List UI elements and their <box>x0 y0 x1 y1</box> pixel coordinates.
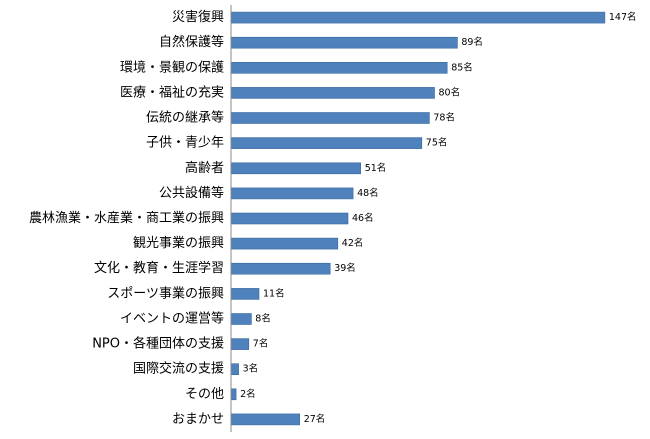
category-label: 環境・景観の保護 <box>120 59 224 75</box>
category-labels-group: 災害復興自然保護等環境・景観の保護医療・福祉の充実伝統の継承等子供・青少年高齢者… <box>29 9 224 427</box>
value-label: 147名 <box>609 11 637 23</box>
category-label: 子供・青少年 <box>146 136 224 151</box>
bar <box>230 288 260 300</box>
category-label: おまかせ <box>172 412 224 427</box>
category-label: NPO・各種団体の支援 <box>92 336 224 352</box>
category-label: その他 <box>185 387 224 402</box>
bar <box>230 137 423 149</box>
value-label: 39名 <box>334 262 356 274</box>
value-label: 48名 <box>357 187 379 199</box>
bar <box>230 363 239 376</box>
bar <box>230 212 349 225</box>
value-labels-group: 147名 89名 85名 80名 78名 75名 51名 48名 46名 42名 39名 11名 8名 7… <box>240 11 636 425</box>
value-label: 51名 <box>365 162 387 174</box>
bar <box>230 187 354 200</box>
category-label: 高齢者 <box>185 160 224 176</box>
category-label: 観光事業の振興 <box>133 235 224 251</box>
value-label: 11名 <box>263 287 285 299</box>
value-label: 8名 <box>255 312 271 324</box>
value-label: 89名 <box>461 36 483 48</box>
category-label: 農林漁業・水産業・商工業の振興 <box>29 210 224 226</box>
bar <box>230 237 339 250</box>
bar <box>230 162 361 175</box>
bar <box>230 262 331 275</box>
bar <box>230 87 435 99</box>
category-label: 国際交流の支援 <box>133 361 224 377</box>
category-label: 文化・教育・生涯学習 <box>94 260 224 276</box>
bar <box>230 413 300 426</box>
category-label: 医療・福祉の充実 <box>120 84 224 100</box>
value-label: 27名 <box>304 413 326 425</box>
bar <box>230 61 448 74</box>
value-label: 2名 <box>240 388 256 400</box>
category-label: イベントの運営等 <box>120 310 224 326</box>
bar <box>230 11 606 24</box>
value-label: 7名 <box>253 338 269 350</box>
value-label: 42名 <box>342 237 364 249</box>
value-label: 75名 <box>426 137 448 149</box>
value-label: 78名 <box>433 112 455 124</box>
value-label: 80名 <box>439 86 461 98</box>
category-label: 公共設備等 <box>159 185 224 201</box>
bar <box>230 313 252 325</box>
bar <box>230 112 430 124</box>
bar <box>230 338 250 350</box>
category-label: 自然保護等 <box>159 34 224 50</box>
bar <box>230 36 458 49</box>
category-label: 伝統の継承等 <box>146 110 224 126</box>
bars-group <box>230 11 606 426</box>
value-label: 3名 <box>243 363 259 375</box>
value-label: 85名 <box>451 61 473 73</box>
category-label: スポーツ事業の振興 <box>107 285 224 301</box>
category-label: 災害復興 <box>172 9 224 25</box>
value-label: 46名 <box>352 212 374 224</box>
bar <box>230 388 237 401</box>
